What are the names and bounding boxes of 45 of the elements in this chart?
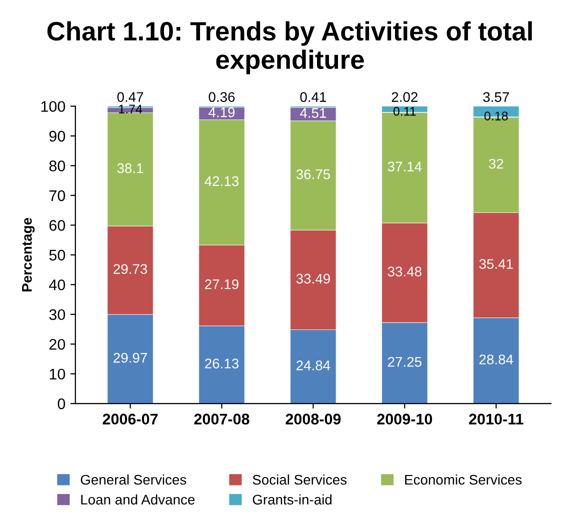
chart-title: Chart 1.10: Trends by Activities of total expenditure (47, 21, 532, 74)
data-label: 26.13 (205, 358, 239, 368)
data-label: 2.02 (392, 92, 418, 102)
data-label: 29.73 (114, 264, 148, 274)
data-label: 27.19 (205, 279, 238, 290)
data-label: 3.57 (483, 92, 509, 102)
data-label: 4.51 (300, 108, 326, 118)
y-tick-label: 0 (58, 398, 66, 410)
y-axis-title: Percentage (22, 218, 35, 292)
y-tick-label: 30 (49, 309, 66, 320)
x-tick-label: 2007-08 (194, 414, 250, 425)
data-label: 24.84 (296, 360, 330, 370)
y-tick-label: 10 (50, 368, 66, 380)
y-tick-label: 90 (49, 130, 66, 142)
data-label: 32 (488, 158, 504, 169)
x-tick-label: 2010-11 (469, 414, 524, 425)
y-tick-label: 20 (49, 338, 66, 350)
y-tick-label: 50 (49, 250, 66, 261)
legend-label: Loan and Advance (81, 494, 195, 505)
data-label: 27.25 (388, 356, 422, 367)
y-tick-label: 100 (41, 101, 66, 112)
data-label: 42.13 (204, 176, 239, 186)
data-label: 33.48 (388, 266, 422, 276)
data-label: 37.14 (388, 162, 422, 172)
legend-label: Social Services (252, 474, 347, 485)
data-label: 36.75 (296, 169, 330, 180)
y-tick-label: 40 (49, 279, 66, 290)
y-tick-label: 80 (49, 160, 66, 172)
data-label: 0.36 (208, 92, 235, 102)
legend-label: Grants-in-aid (252, 494, 332, 505)
data-label: 38.1 (117, 163, 144, 174)
data-label: 33.49 (296, 274, 330, 284)
x-tick-label: 2009-10 (377, 414, 432, 425)
x-tick-label: 2006-07 (102, 414, 158, 425)
y-tick-label: 70 (49, 190, 66, 202)
data-label: 28.84 (479, 354, 514, 364)
y-tick-label: 60 (49, 220, 66, 231)
data-label: 29.97 (114, 352, 147, 363)
data-label: 0.47 (117, 92, 144, 102)
legend-label: General Services (80, 474, 186, 485)
data-label: 4.19 (208, 107, 235, 118)
x-tick-label: 2008-09 (286, 414, 341, 425)
data-label: 0.41 (300, 92, 326, 102)
data-label: 35.41 (479, 259, 513, 269)
legend-label: Economic Services (405, 474, 522, 485)
